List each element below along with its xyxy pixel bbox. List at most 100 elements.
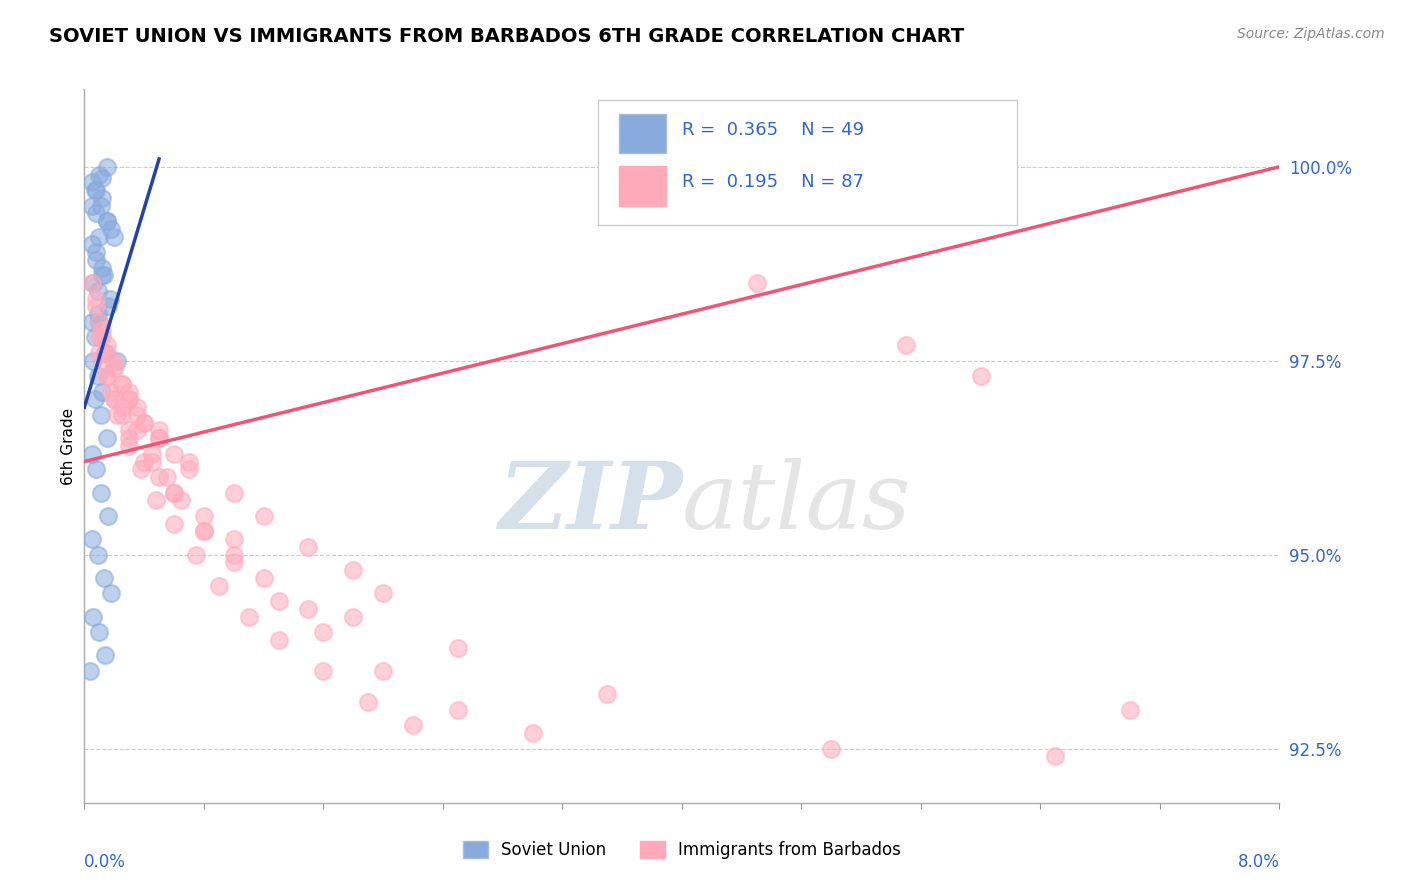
Point: [105, 353, 128, 368]
Text: SOVIET UNION VS IMMIGRANTS FROM BARBADOS 6TH GRADE CORRELATION CHART: SOVIET UNION VS IMMIGRANTS FROM BARBADOS…: [49, 27, 965, 45]
Point: [83, 183, 105, 197]
Point: [80, 198, 103, 212]
Point: [118, 392, 141, 407]
Point: [163, 447, 186, 461]
Point: [94, 648, 117, 663]
Point: [125, 408, 148, 422]
Point: [522, 726, 544, 740]
Point: [253, 508, 276, 523]
Point: [100, 384, 122, 399]
Point: [186, 548, 208, 562]
Text: 8.0%: 8.0%: [1237, 853, 1279, 871]
Point: [87, 548, 110, 562]
Point: [94, 346, 117, 360]
Point: [373, 664, 395, 678]
Text: R =  0.365    N = 49: R = 0.365 N = 49: [682, 121, 865, 139]
Point: [357, 695, 380, 709]
Point: [125, 424, 148, 438]
Point: [1045, 749, 1067, 764]
Point: [86, 245, 108, 260]
Point: [97, 508, 120, 523]
Point: [82, 276, 104, 290]
Point: [193, 524, 215, 539]
Point: [96, 160, 118, 174]
Point: [103, 361, 125, 376]
Point: [93, 268, 115, 283]
Point: [163, 485, 186, 500]
Point: [86, 462, 108, 476]
Point: [177, 462, 200, 476]
Point: [89, 330, 111, 344]
Point: [91, 268, 114, 283]
Point: [253, 571, 276, 585]
Point: [118, 439, 141, 453]
Point: [148, 431, 170, 445]
Point: [100, 222, 122, 236]
Point: [89, 315, 111, 329]
Point: [91, 330, 114, 344]
Point: [86, 299, 108, 313]
Point: [671, 206, 693, 220]
Point: [89, 346, 111, 360]
Point: [297, 540, 319, 554]
Point: [170, 493, 193, 508]
Point: [222, 555, 245, 569]
Point: [91, 323, 114, 337]
Point: [98, 292, 121, 306]
Point: [90, 485, 112, 500]
Point: [111, 376, 134, 391]
Point: [125, 401, 148, 415]
Point: [267, 594, 290, 608]
Point: [87, 284, 110, 298]
Text: 0.0%: 0.0%: [84, 853, 127, 871]
Point: [118, 424, 141, 438]
Bar: [619, 114, 666, 153]
Point: [148, 424, 170, 438]
Point: [103, 392, 125, 407]
Point: [79, 664, 101, 678]
Point: [373, 586, 395, 600]
Point: [145, 493, 167, 508]
Point: [105, 408, 128, 422]
Point: [80, 175, 103, 189]
Bar: [619, 166, 666, 205]
Point: [86, 183, 108, 197]
Point: [312, 625, 335, 640]
Point: [91, 260, 114, 275]
Point: [222, 485, 245, 500]
Point: [96, 346, 118, 360]
Point: [402, 718, 425, 732]
Y-axis label: 6th Grade: 6th Grade: [60, 408, 76, 484]
Point: [96, 431, 118, 445]
Point: [90, 198, 112, 212]
Point: [177, 454, 200, 468]
Point: [87, 369, 110, 384]
Point: [894, 338, 917, 352]
Point: [89, 168, 111, 182]
Point: [312, 664, 335, 678]
Point: [86, 252, 108, 267]
Point: [91, 384, 114, 399]
Point: [267, 632, 290, 647]
Legend: Soviet Union, Immigrants from Barbados: Soviet Union, Immigrants from Barbados: [456, 834, 908, 866]
Point: [86, 292, 108, 306]
Point: [193, 524, 215, 539]
Point: [91, 171, 114, 186]
Point: [87, 307, 110, 321]
Point: [91, 191, 114, 205]
Point: [141, 454, 163, 468]
Point: [222, 532, 245, 546]
Point: [83, 330, 105, 344]
Text: atlas: atlas: [682, 458, 911, 548]
Point: [596, 687, 619, 701]
Point: [111, 401, 134, 415]
Point: [80, 315, 103, 329]
Point: [163, 485, 186, 500]
Point: [111, 376, 134, 391]
Point: [82, 353, 104, 368]
Point: [118, 431, 141, 445]
Point: [193, 508, 215, 523]
Text: R =  0.195    N = 87: R = 0.195 N = 87: [682, 173, 863, 191]
Point: [82, 609, 104, 624]
Point: [155, 470, 177, 484]
